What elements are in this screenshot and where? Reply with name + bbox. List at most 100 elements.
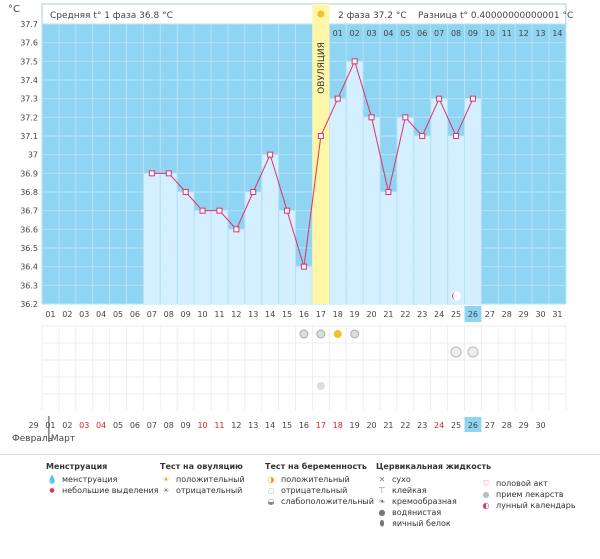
post-ovulation-day-label: 06	[417, 29, 427, 38]
temperature-bar[interactable]	[228, 229, 245, 304]
temperature-point[interactable]	[317, 133, 324, 139]
temperature-bar[interactable]	[397, 117, 414, 304]
cycle-day-label: 01	[45, 310, 55, 319]
temperature-bar[interactable]	[329, 98, 346, 305]
temperature-bar[interactable]	[262, 154, 279, 304]
temperature-point[interactable]	[284, 207, 291, 214]
date-label: 20	[366, 421, 376, 430]
temperature-bar[interactable]	[194, 210, 211, 304]
date-label: 07	[147, 421, 157, 430]
temperature-bar[interactable]	[211, 210, 228, 304]
post-ovulation-day-label: 08	[451, 29, 461, 38]
date-label: 04	[96, 421, 106, 430]
temperature-point[interactable]	[148, 170, 155, 177]
sun-positive-icon: ☀	[162, 475, 170, 484]
temperature-point[interactable]	[469, 95, 476, 102]
temperature-bar[interactable]	[245, 192, 262, 304]
date-label: 14	[265, 421, 275, 430]
cycle-day-label: 17	[316, 310, 326, 319]
temperature-bar[interactable]	[279, 210, 295, 304]
small-drop-icon: ●	[49, 487, 55, 494]
cycle-day-label: 23	[417, 310, 427, 319]
temperature-bar[interactable]	[380, 192, 397, 304]
temperature-point[interactable]	[165, 170, 172, 177]
temperature-bar[interactable]	[431, 98, 448, 305]
cycle-day-label: 28	[502, 310, 512, 319]
y-tick-label: 37.1	[20, 132, 38, 141]
y-tick-label: 37	[28, 151, 38, 160]
post-ovulation-day-label: 05	[400, 29, 410, 38]
cycle-day-label: 15	[282, 310, 292, 319]
sun-negative-icon: ☀	[162, 486, 170, 495]
ovulation-test-negative-icon	[316, 329, 326, 339]
legend-ovulation-test: Тест на овуляцию ☀ положительный ☀ отрицат…	[160, 462, 245, 496]
ovulation-test-negative-icon	[350, 329, 360, 339]
pill-icon: ●	[482, 490, 490, 499]
temperature-point[interactable]	[453, 133, 460, 139]
temperature-point[interactable]	[300, 263, 307, 270]
temperature-point[interactable]	[233, 226, 240, 233]
date-label: 16	[299, 421, 309, 430]
y-tick-label: 37.2	[20, 113, 38, 122]
date-label: 11	[214, 421, 224, 430]
legend-item: половой акт	[496, 479, 548, 488]
temperature-bar[interactable]	[143, 173, 160, 304]
temperature-bar[interactable]	[448, 136, 464, 304]
y-tick-label: 36.5	[20, 244, 38, 253]
temperature-point[interactable]	[436, 95, 443, 102]
y-tick-label: 36.6	[20, 225, 38, 234]
temperature-bar[interactable]	[160, 173, 177, 304]
date-label: 01	[45, 421, 55, 430]
plot-background	[42, 24, 566, 304]
highlight-day-cell	[464, 306, 482, 322]
legend-item: сухо	[392, 475, 411, 484]
temperature-point[interactable]	[250, 189, 257, 195]
temperature-bar[interactable]	[465, 98, 481, 305]
cycle-day-label: 06	[130, 310, 140, 319]
legend-pregnancy-test-title: Тест на беременность	[265, 462, 367, 471]
highlight-date-cell	[464, 417, 482, 432]
bbt-chart: °C Средняя t° 1 фаза 36.8 °C 2 фаза 37.2 °…	[8, 3, 573, 444]
pregnancy-negative-icon: ○	[267, 486, 275, 495]
temperature-point[interactable]	[334, 95, 341, 102]
temperature-point[interactable]	[267, 151, 274, 158]
y-tick-label: 36.2	[20, 300, 38, 309]
date-label: 22	[400, 421, 410, 430]
date-label: 02	[62, 421, 72, 430]
legend-item: прием лекарств	[496, 490, 564, 499]
moon-icon: ◐	[482, 501, 490, 510]
cycle-day-label: 24	[434, 310, 444, 319]
date-label: 26	[468, 421, 478, 430]
date-label: 23	[417, 421, 427, 430]
date-label: 21	[383, 421, 393, 430]
temperature-point[interactable]	[182, 189, 189, 195]
temperature-bar[interactable]	[346, 61, 363, 305]
temperature-point[interactable]	[351, 58, 358, 65]
temperature-bar[interactable]	[177, 192, 194, 304]
date-label: 10	[197, 421, 207, 430]
legend-item: небольшие выделения	[62, 486, 159, 495]
legend-pregnancy-test: Тест на беременность ◑ положительный ○ отр…	[265, 462, 374, 507]
temperature-bar[interactable]	[296, 266, 312, 304]
temperature-point[interactable]	[216, 207, 223, 214]
post-ovulation-day-label: 09	[468, 29, 478, 38]
temperature-bar[interactable]	[363, 117, 380, 304]
ovulation-band	[312, 4, 330, 304]
ovulation-sun-icon	[317, 10, 325, 18]
temperature-point[interactable]	[199, 207, 206, 214]
cycle-day-label: 13	[248, 310, 258, 319]
temperature-point[interactable]	[385, 189, 392, 195]
cycle-day-label: 14	[265, 310, 275, 319]
temperature-point[interactable]	[419, 133, 426, 139]
temperature-bar[interactable]	[414, 136, 431, 304]
temperature-point[interactable]	[368, 114, 375, 121]
y-tick-label: 37.3	[20, 95, 38, 104]
pregnancy-test-negative-icon	[467, 346, 479, 358]
y-tick-label: 37.6	[20, 39, 38, 48]
date-label: 27	[485, 421, 495, 430]
egg-white-icon: ⬮	[379, 519, 385, 528]
watery-icon: ●	[378, 508, 386, 517]
cycle-day-label: 26	[468, 310, 478, 319]
cycle-day-label: 19	[350, 310, 360, 319]
temperature-point[interactable]	[402, 114, 409, 121]
